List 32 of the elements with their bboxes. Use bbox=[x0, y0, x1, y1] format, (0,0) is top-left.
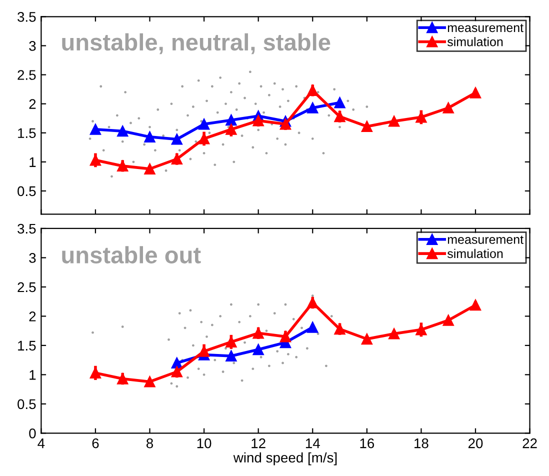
x-tick-label: 16 bbox=[360, 438, 374, 448]
y-tick-label: 3 bbox=[29, 41, 36, 51]
x-tick-label: 22 bbox=[522, 438, 537, 448]
y-tick-label: 0.5 bbox=[18, 186, 36, 196]
x-tick-label: 8 bbox=[146, 438, 154, 448]
y-tick-label: 1.5 bbox=[18, 128, 36, 138]
annotation: unstable, neutral, stable bbox=[62, 33, 330, 54]
y-tick-label: 1 bbox=[30, 157, 36, 167]
legend-label: measurement bbox=[448, 24, 524, 32]
y-tick-label: 0 bbox=[29, 428, 36, 438]
x-tick-label: 18 bbox=[414, 438, 428, 448]
y-tick-label: 1 bbox=[30, 370, 36, 380]
x-tick-label: 4 bbox=[38, 438, 45, 448]
legend-label: measurement bbox=[448, 236, 524, 244]
legend-label: simulation bbox=[447, 248, 503, 258]
y-tick-label: 2 bbox=[29, 312, 36, 322]
legend-label: simulation bbox=[447, 37, 503, 46]
y-tick-label: 0.5 bbox=[18, 399, 36, 410]
x-tick-label: 10 bbox=[197, 438, 212, 448]
x-tick-label: 12 bbox=[252, 438, 266, 448]
annotation: unstable out bbox=[62, 246, 201, 264]
x-tick-label: 20 bbox=[468, 438, 483, 448]
y-tick-label: 1.5 bbox=[18, 340, 36, 351]
y-tick-label: 2.5 bbox=[18, 282, 36, 292]
x-tick-label: 14 bbox=[306, 438, 320, 448]
x-tick-label: 6 bbox=[92, 438, 99, 448]
y-tick-label: 3 bbox=[29, 253, 36, 263]
x-axis-title: wind speed [m/s] bbox=[233, 452, 337, 466]
y-tick-label: 2 bbox=[29, 99, 36, 109]
y-tick-label: 3.5 bbox=[18, 12, 36, 22]
y-tick-label: 2.5 bbox=[18, 70, 36, 80]
y-tick-label: 3.5 bbox=[18, 224, 36, 234]
